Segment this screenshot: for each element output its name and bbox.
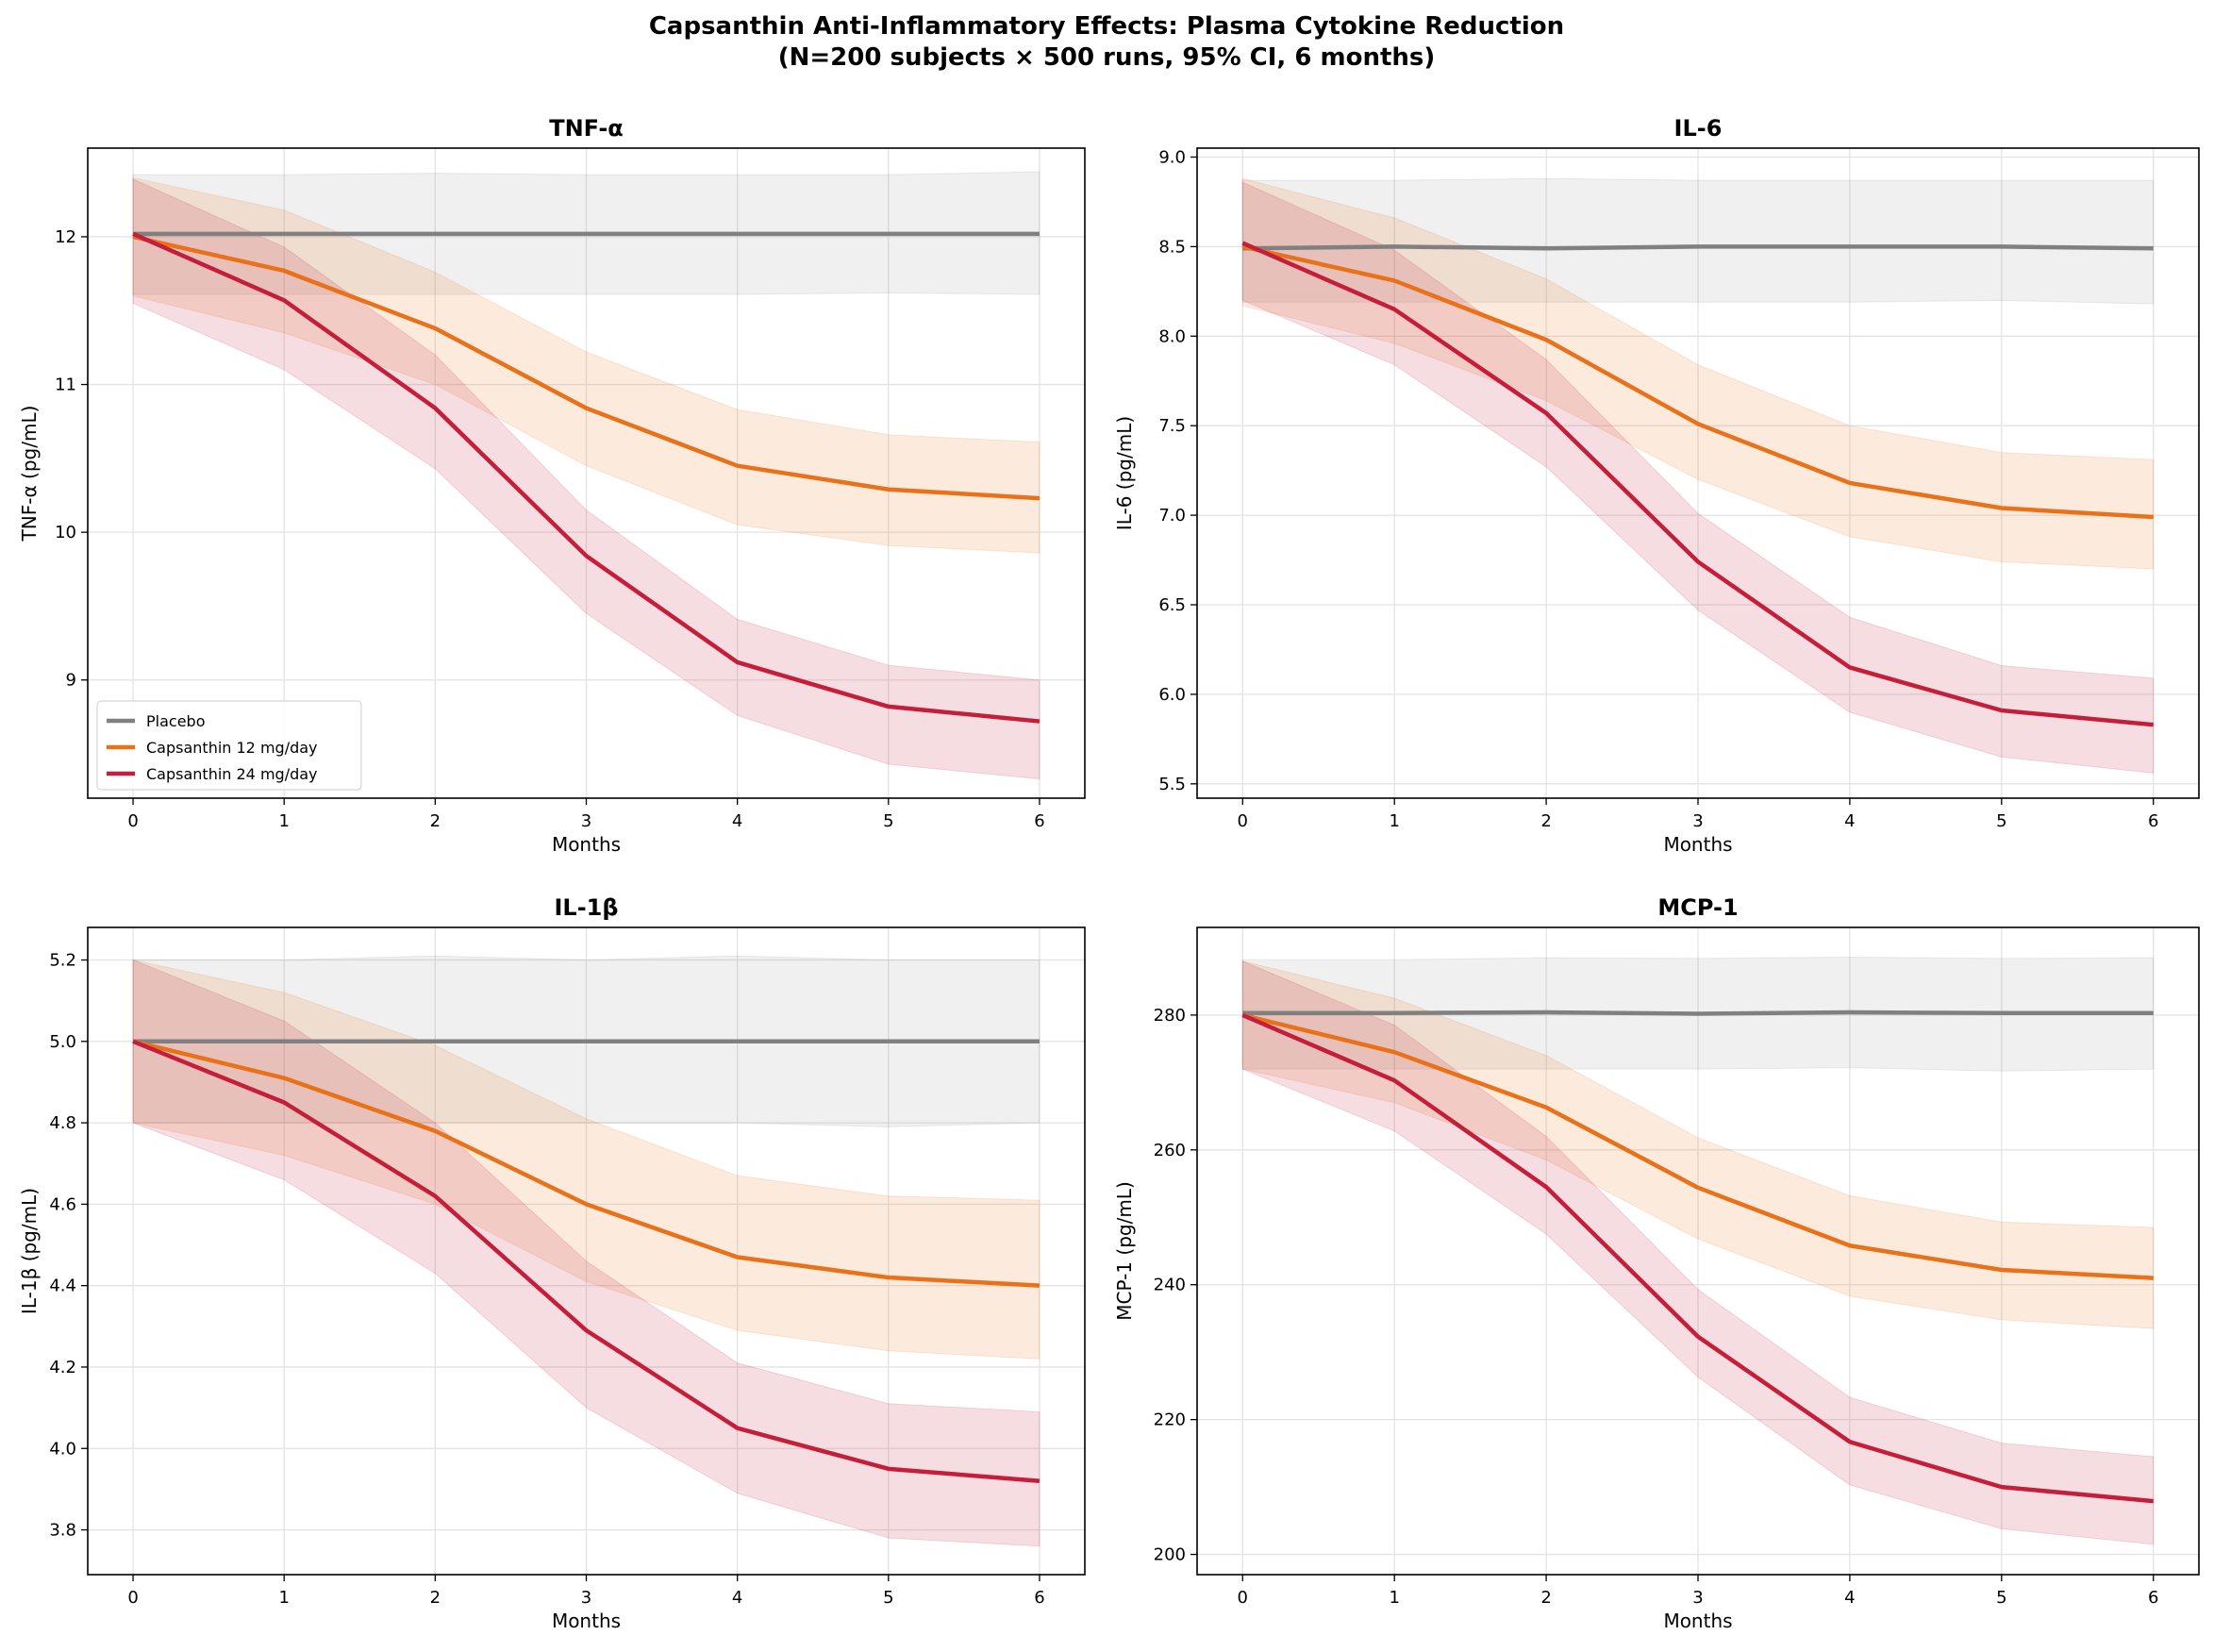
plot-frame xyxy=(1196,147,2200,799)
y-tick-label: 9.0 xyxy=(1158,147,1186,167)
x-tick-label: 1 xyxy=(278,811,289,831)
y-tick-label: 200 xyxy=(1154,1545,1186,1565)
panel-title: TNF-α xyxy=(549,115,624,142)
x-tick-label: 6 xyxy=(1034,811,1044,831)
x-tick-label: 5 xyxy=(883,1588,893,1608)
y-tick-label: 7.5 xyxy=(1158,416,1186,436)
x-tick-label: 4 xyxy=(732,1588,742,1608)
x-axis-label: Months xyxy=(1663,833,1732,856)
y-tick-label: 260 xyxy=(1154,1141,1186,1160)
legend-box xyxy=(96,700,362,791)
y-tick-label: 12 xyxy=(55,227,76,247)
x-tick-label: 4 xyxy=(732,811,742,831)
y-axis-label: IL-6 (pg/mL) xyxy=(1113,416,1136,530)
x-tick-label: 4 xyxy=(1844,1588,1855,1608)
x-tick-label: 3 xyxy=(1692,811,1703,831)
y-tick-label: 8.5 xyxy=(1158,237,1186,257)
figure-title-line2: (N=200 subjects × 500 runs, 95% CI, 6 mo… xyxy=(778,43,1436,72)
x-tick-label: 0 xyxy=(1238,1588,1248,1608)
figure-title-line1: Capsanthin Anti-Inflammatory Effects: Pl… xyxy=(649,12,1564,41)
plot-frame xyxy=(87,147,1086,799)
panel-title: IL-6 xyxy=(1674,115,1723,142)
y-tick-label: 5.5 xyxy=(1158,775,1186,794)
y-tick-label: 4.0 xyxy=(49,1439,76,1459)
x-tick-label: 6 xyxy=(2148,811,2158,831)
y-axis-label: MCP-1 (pg/mL) xyxy=(1113,1181,1136,1321)
legend: Placebo Capsanthin 12 mg/day Capsanthin 24… xyxy=(96,700,362,791)
y-axis-label: IL-1β (pg/mL) xyxy=(18,1188,41,1314)
y-tick-label: 3.8 xyxy=(49,1521,76,1541)
y-axis-label: TNF-α (pg/mL) xyxy=(18,406,41,542)
panel-title: MCP-1 xyxy=(1657,894,1738,921)
x-tick-label: 3 xyxy=(581,811,591,831)
y-tick-label: 240 xyxy=(1154,1276,1186,1295)
x-tick-label: 4 xyxy=(1844,811,1855,831)
x-tick-label: 5 xyxy=(883,811,893,831)
legend-label: Placebo xyxy=(146,712,205,730)
y-tick-label: 7.0 xyxy=(1158,506,1186,526)
x-axis-label: Months xyxy=(1663,1610,1732,1632)
placebo-line xyxy=(1242,1010,2154,1016)
capsanthin-12-mg-day-ci-band xyxy=(132,176,1040,554)
capsanthin-24-mg-day-ci-band xyxy=(1241,959,2155,1545)
y-tick-label: 280 xyxy=(1154,1006,1186,1026)
capsanthin-12-mg-day-ci-band xyxy=(1241,177,2155,570)
capsanthin-12-mg-day-ci-band xyxy=(1241,960,2155,1329)
panel-2: 0 1 2 3 4 5 6 5.5 6.0 6.5 7.0 7.5 8.0 8.5 9.0 IL-6 Month… xyxy=(1113,115,2200,856)
y-tick-label: 5.0 xyxy=(49,1032,76,1052)
capsanthin-24-mg-day-ci-band xyxy=(1241,181,2155,774)
x-tick-label: 6 xyxy=(1034,1588,1044,1608)
y-tick-label: 4.4 xyxy=(49,1277,76,1296)
x-tick-label: 3 xyxy=(581,1588,591,1608)
y-tick-label: 10 xyxy=(55,523,76,542)
y-tick-label: 8.0 xyxy=(1158,326,1186,346)
x-axis-label: Months xyxy=(552,833,621,856)
y-tick-label: 11 xyxy=(55,375,76,395)
y-tick-label: 6.5 xyxy=(1158,595,1186,615)
x-tick-label: 5 xyxy=(1996,811,2006,831)
x-tick-label: 2 xyxy=(1540,811,1551,831)
panel-4: 0 1 2 3 4 5 6 200 220 240 260 280 MCP-1 Months MCP-1 (… xyxy=(1113,894,2200,1632)
x-tick-label: 3 xyxy=(1692,1588,1703,1608)
x-tick-label: 5 xyxy=(1996,1588,2006,1608)
x-tick-label: 0 xyxy=(127,811,138,831)
x-axis-label: Months xyxy=(552,1610,621,1632)
y-tick-label: 4.2 xyxy=(49,1358,76,1377)
y-tick-label: 6.0 xyxy=(1158,685,1186,705)
x-tick-label: 0 xyxy=(127,1588,138,1608)
y-tick-label: 4.6 xyxy=(49,1194,76,1214)
panel-3: 0 1 2 3 4 5 6 3.8 4.0 4.2 4.4 4.6 4.8 5.0 5.2 IL-1β Mont… xyxy=(18,894,1086,1632)
y-tick-label: 220 xyxy=(1154,1410,1186,1430)
x-tick-label: 2 xyxy=(1540,1588,1551,1608)
panel-title: IL-1β xyxy=(554,894,618,921)
placebo-line xyxy=(1242,244,2154,251)
y-tick-label: 9 xyxy=(66,671,76,691)
plot-frame xyxy=(87,926,1086,1576)
x-tick-label: 1 xyxy=(278,1588,289,1608)
plot-frame xyxy=(1196,926,2200,1576)
x-tick-label: 0 xyxy=(1238,811,1248,831)
y-tick-label: 4.8 xyxy=(49,1113,76,1133)
capsanthin-12-mg-day-ci-band xyxy=(132,959,1040,1360)
legend-label: Capsanthin 24 mg/day xyxy=(146,765,318,783)
x-tick-label: 2 xyxy=(430,811,441,831)
x-tick-label: 1 xyxy=(1389,1588,1399,1608)
x-tick-label: 2 xyxy=(430,1588,441,1608)
capsanthin-24-mg-day-ci-band xyxy=(132,178,1040,780)
y-tick-label: 5.2 xyxy=(49,951,76,971)
x-tick-label: 6 xyxy=(2148,1588,2158,1608)
legend-label: Capsanthin 12 mg/day xyxy=(146,739,318,757)
x-tick-label: 1 xyxy=(1389,811,1399,831)
